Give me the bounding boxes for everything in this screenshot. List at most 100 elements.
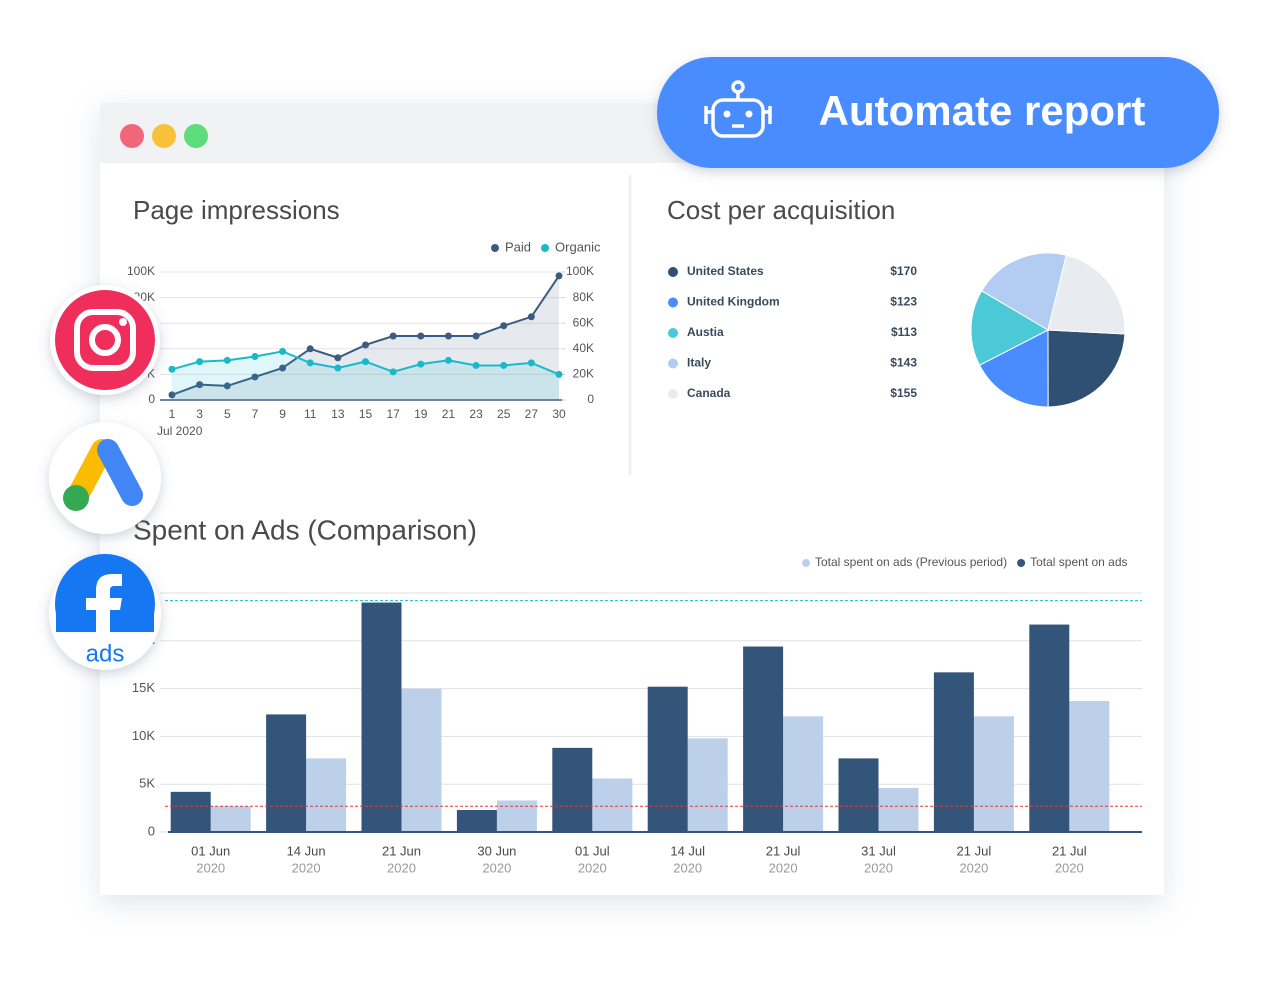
x-sublabel: Jul 2020 [157,424,203,438]
legend-label: United States [687,264,764,278]
x-tick-label: 27 [525,407,539,421]
value-label: $170 [890,264,917,278]
legend-label: Canada [687,386,731,400]
y2-tick-label: 40K [573,341,594,355]
robot-eye [745,110,753,118]
x-tick-sublabel: 2020 [578,860,607,875]
point [334,354,342,362]
button-background[interactable] [657,57,1219,168]
legend-label: Total spent on ads (Previous period) [815,555,1007,569]
x-tick-label: 21 [442,407,456,421]
bar [306,758,347,832]
pie-slice [1047,329,1126,408]
point [417,332,425,340]
point [168,391,176,399]
legend-label: Organic [555,239,601,254]
legend-label: United Kingdom [687,295,780,309]
bar [973,716,1014,832]
x-tick-label: 13 [331,407,345,421]
x-tick-sublabel: 2020 [769,860,798,875]
facebook-ads-icon: ads [49,554,161,670]
bar [170,791,211,832]
point [555,370,563,378]
bar [1029,624,1070,832]
point [527,313,535,321]
x-tick-label: 01 Jun [191,843,230,858]
chart-title: Page impressions [133,195,340,225]
x-tick-label: 11 [304,407,317,421]
bar [361,602,402,832]
x-tick-label: 25 [497,407,511,421]
x-tick-sublabel: 2020 [864,860,893,875]
x-tick-sublabel: 2020 [292,860,321,875]
y-tick-label: 0 [148,392,155,406]
x-tick-sublabel: 2020 [1055,860,1084,875]
icon-glyph [74,309,136,371]
x-tick-label: 3 [196,407,203,421]
button-label[interactable]: Automate report [819,87,1146,134]
x-tick-sublabel: 2020 [673,860,702,875]
point [196,358,204,366]
legend-label: Paid [505,239,531,254]
point [223,382,231,390]
area [172,275,559,400]
point [362,341,369,349]
point [527,359,535,367]
icon-glyph [86,574,122,640]
value-label: $155 [890,386,917,400]
icon-label: ads [86,640,125,667]
point [389,332,397,340]
x-tick-label: 30 [552,407,566,421]
icon-background [55,290,155,390]
legend-swatch [802,559,810,567]
point [362,358,369,366]
bar [496,800,537,832]
icon-glyph [63,485,89,511]
window-dot [184,124,208,148]
y-tick-label: 0 [148,823,155,838]
y2-tick-label: 20K [573,367,594,381]
legend-label: Austia [687,325,724,339]
legend-label: Total spent on ads [1030,555,1127,569]
google-ads-icon [49,422,161,534]
x-tick-label: 19 [414,407,428,421]
x-tick-label: 1 [169,407,176,421]
x-tick-label: 14 Jun [287,843,326,858]
x-tick-sublabel: 2020 [387,860,416,875]
x-tick-label: 9 [279,407,286,421]
point [251,352,259,360]
window-dot [152,124,176,148]
icon-background [49,422,161,534]
x-tick-label: 21 Jul [957,843,992,858]
pie-slice [981,252,1067,331]
x-tick-label: 15 [359,407,373,421]
icon-glyph [119,318,127,326]
bar [1069,701,1110,832]
automate-button[interactable]: Automate report [657,57,1219,168]
point [444,356,452,364]
point [279,347,287,355]
legend-swatch [668,328,678,338]
bar [878,788,919,832]
legend-swatch [541,244,550,252]
point [389,368,397,376]
legend-swatch [668,267,678,277]
y2-tick-label: 80K [573,290,594,304]
y2-tick-label: 60K [573,315,594,329]
legend-swatch [491,244,499,252]
icon-glyph [89,324,121,356]
bar [838,758,879,832]
y-tick-label: 15K [132,680,155,695]
value-label: $113 [891,325,917,339]
legend-label: Italy [687,356,711,370]
robot-eye [723,110,731,118]
bar [210,806,251,832]
x-tick-sublabel: 2020 [482,860,511,875]
point [334,364,342,372]
bar [687,738,728,832]
legend-swatch [668,389,678,399]
legend-swatch [1017,559,1026,567]
x-tick-label: 30 Jun [477,843,516,858]
bar [456,810,497,832]
